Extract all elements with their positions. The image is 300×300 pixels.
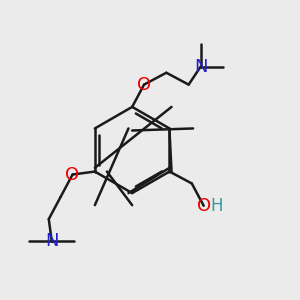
Text: H: H bbox=[211, 197, 223, 215]
Text: O: O bbox=[137, 76, 151, 94]
Text: N: N bbox=[194, 58, 207, 76]
Text: N: N bbox=[45, 232, 58, 250]
Text: O: O bbox=[196, 197, 211, 215]
Text: O: O bbox=[65, 166, 80, 184]
